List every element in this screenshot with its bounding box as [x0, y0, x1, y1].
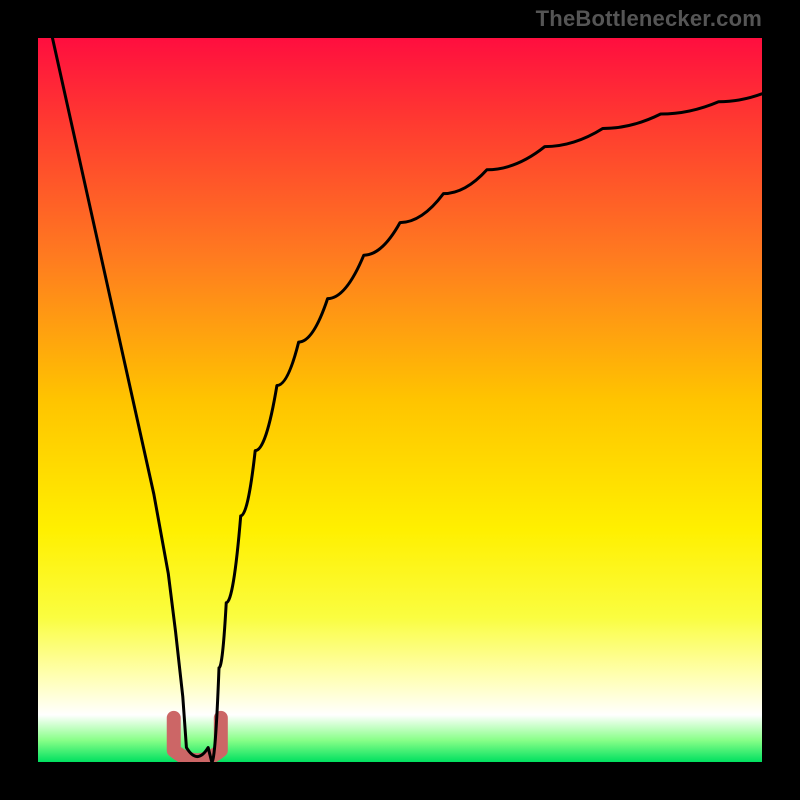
plot-svg [38, 38, 762, 762]
chart-root: TheBottlenecker.com [0, 0, 800, 800]
watermark-label: TheBottlenecker.com [536, 6, 762, 32]
plot-area [38, 38, 762, 762]
gradient-background [38, 38, 762, 762]
